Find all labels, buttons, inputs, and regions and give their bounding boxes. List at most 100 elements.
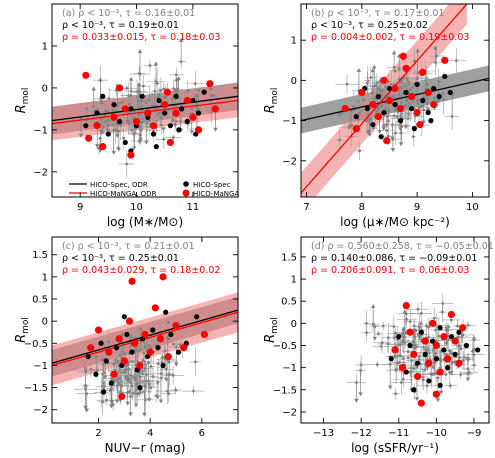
limit-arrowhead (110, 123, 116, 128)
sample-point (408, 320, 412, 323)
sample-point (370, 91, 374, 95)
y-axis-label: Rmol (263, 88, 280, 114)
sample-point (359, 363, 363, 367)
limit-arrowhead (109, 404, 114, 409)
sample-point (124, 368, 127, 372)
plot-area (52, 37, 238, 179)
sample-point (410, 359, 413, 362)
limit-arrowhead (414, 397, 420, 402)
sample-point (110, 387, 113, 391)
sample-point (120, 100, 124, 104)
sample-point (92, 105, 96, 108)
correlation-stats-3: ρ = 0.033±0.015, τ = 0.18±0.03 (62, 32, 220, 43)
limit-arrowhead (386, 118, 391, 123)
x-tick-label: −13 (313, 428, 334, 439)
sample-point (141, 84, 145, 88)
sample-point (467, 371, 471, 374)
limit-arrowhead (170, 119, 175, 124)
sample-point (140, 120, 144, 124)
sample-point (157, 93, 161, 97)
limit-arrowhead (137, 48, 143, 53)
sample-point (345, 82, 349, 86)
sample-point (174, 345, 178, 349)
x-tick-label: −10 (426, 428, 447, 439)
sample-point (386, 134, 390, 138)
spec-point (463, 342, 470, 349)
legend-manga-label: HICO-MaNGA (193, 190, 239, 198)
manga-point (85, 134, 93, 142)
sample-point (142, 390, 146, 394)
limit-arrowhead (126, 365, 131, 370)
spec-point (403, 89, 409, 96)
correlation-stats-2: ρ = 0.140±0.086, τ = −0.09±0.01 (311, 253, 477, 264)
spec-point (150, 327, 156, 333)
sample-point (451, 360, 455, 364)
x-tick-label: −9 (467, 428, 482, 439)
spec-point (184, 118, 190, 125)
manga-point (429, 319, 437, 327)
sample-point (148, 64, 152, 67)
panel-b: 7 8 9 10−2−101(b) ρ < 10⁻³, τ = 0.17±0.01ρ … (263, 3, 490, 229)
manga-point (131, 339, 139, 347)
sample-point (340, 111, 344, 115)
x-tick-label: −11 (388, 428, 409, 439)
x-tick-label: −12 (351, 428, 372, 439)
sample-point (420, 104, 424, 108)
limit-arrowhead (125, 378, 131, 383)
spec-point (414, 81, 420, 88)
limit-arrowhead (401, 355, 406, 360)
spec-point (396, 334, 402, 340)
sample-point (437, 79, 441, 83)
sample-point (171, 136, 175, 140)
sample-point (381, 324, 385, 328)
sample-point (125, 162, 129, 166)
sample-point (114, 128, 117, 132)
manga-point (136, 361, 144, 370)
spec-point (167, 123, 173, 129)
sample-point (159, 372, 163, 376)
limit-arrowhead (356, 68, 362, 73)
limit-arrowhead (398, 341, 403, 346)
sample-point (129, 334, 133, 338)
manga-point (128, 277, 136, 285)
manga-point (413, 108, 421, 117)
limit-arrowhead (125, 120, 130, 125)
sample-point (186, 89, 190, 93)
limit-arrowhead (438, 390, 444, 395)
axes-frame (51, 236, 239, 424)
sample-point (84, 370, 87, 374)
limit-arrowhead (103, 375, 108, 380)
plot-area (52, 273, 238, 417)
correlation-stats-1: (c) ρ < 10⁻³, τ = 0.21±0.01 (62, 241, 195, 252)
limit-arrowhead (95, 144, 100, 149)
manga-point (110, 113, 118, 121)
sample-point (417, 355, 421, 358)
sample-point (376, 87, 380, 90)
sample-point (164, 95, 167, 99)
sample-point (472, 363, 476, 367)
x-tick-label: 11 (187, 202, 200, 213)
sample-point (101, 400, 104, 404)
sample-point (142, 351, 146, 355)
sample-point (125, 86, 129, 90)
sample-point (126, 391, 130, 394)
spec-point (153, 144, 159, 150)
axes-frame (300, 236, 490, 424)
sample-point (398, 123, 402, 127)
manga-point (144, 109, 152, 117)
sample-point (471, 349, 474, 353)
spec-point (431, 85, 437, 92)
correlation-stats-3: ρ = 0.043±0.029, τ = 0.18±0.02 (62, 265, 220, 276)
sample-point (430, 373, 434, 377)
manga-point (402, 302, 410, 310)
spec-point (456, 329, 462, 335)
sample-point (147, 344, 151, 347)
sample-point (98, 136, 102, 140)
sample-point (145, 373, 148, 376)
manga-point (149, 122, 158, 130)
sample-point (101, 372, 105, 376)
sample-point (338, 138, 342, 142)
sample-point (389, 82, 393, 86)
spec-point (160, 362, 166, 369)
spec-point (353, 113, 359, 120)
